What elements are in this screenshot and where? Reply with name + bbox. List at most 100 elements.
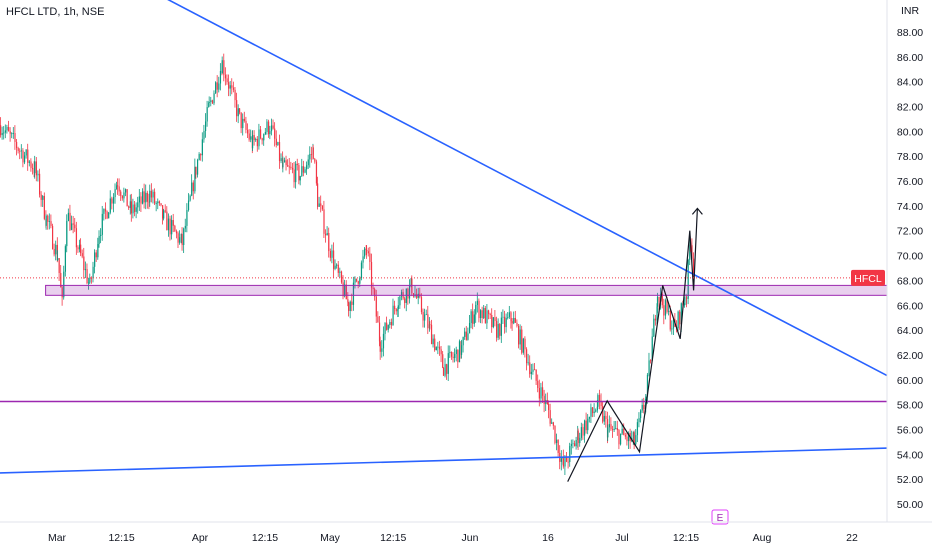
- candle-body: [354, 278, 356, 283]
- candle-body: [472, 311, 474, 324]
- candle-body: [291, 167, 294, 170]
- candle-body: [55, 244, 57, 255]
- candle-body: [298, 165, 300, 181]
- y-tick-label: 66.00: [897, 300, 923, 312]
- candle-body: [645, 396, 647, 405]
- candle-body: [473, 314, 475, 324]
- candle-body: [6, 126, 8, 131]
- candle-body: [543, 395, 545, 404]
- candle-body: [45, 215, 47, 226]
- candle-body: [195, 166, 197, 175]
- candle-body: [152, 191, 154, 198]
- candle-body: [293, 169, 295, 183]
- candle-body: [318, 203, 320, 207]
- candle-body: [633, 432, 635, 445]
- candle-body: [455, 349, 457, 354]
- candle-body: [280, 158, 282, 162]
- candle-body: [247, 129, 249, 134]
- candle-body: [60, 273, 62, 288]
- y-tick-label: 50.00: [897, 499, 923, 511]
- candle-body: [648, 360, 650, 375]
- candle-body: [242, 118, 244, 129]
- candle-body: [516, 322, 518, 326]
- candle-body: [689, 244, 691, 260]
- candle-body: [218, 83, 220, 90]
- candle-body: [382, 333, 385, 349]
- candle-body: [632, 432, 634, 438]
- x-tick-label: 22: [846, 532, 858, 544]
- candle-body: [486, 310, 488, 324]
- candle-body: [488, 310, 490, 314]
- candle-body: [146, 192, 149, 202]
- candle-body: [37, 173, 39, 176]
- candle-body: [228, 82, 230, 89]
- candle-body: [582, 427, 584, 436]
- candle-body: [554, 425, 556, 443]
- candle-body: [201, 139, 203, 156]
- candle-body: [95, 252, 97, 258]
- candle-body: [494, 317, 496, 322]
- candle-body: [542, 387, 544, 396]
- candlestick-series: [0, 53, 695, 475]
- candle-body: [669, 310, 671, 330]
- candle-body: [171, 220, 173, 235]
- candle-body: [446, 364, 448, 374]
- candle-body: [508, 312, 510, 318]
- candle-body: [577, 430, 579, 444]
- candle-body: [357, 281, 359, 284]
- candle-body: [243, 118, 245, 121]
- candle-body: [328, 232, 330, 252]
- candle-body: [370, 261, 373, 288]
- support-zone: [45, 284, 888, 296]
- candle-body: [229, 85, 231, 89]
- candle-body: [454, 353, 456, 358]
- x-tick-label: 12:15: [252, 532, 278, 544]
- candle-body: [179, 237, 181, 243]
- candle-body: [169, 218, 171, 235]
- candle-body: [513, 317, 515, 324]
- candle-body: [81, 253, 83, 257]
- candle-body: [116, 185, 119, 187]
- candle-body: [47, 215, 49, 222]
- candle-body: [427, 314, 429, 329]
- candle-body: [25, 149, 27, 156]
- candle-body: [79, 244, 81, 250]
- candle-body: [101, 213, 103, 235]
- candle-body: [158, 201, 161, 204]
- candle-body: [116, 185, 118, 190]
- candle-body: [245, 120, 247, 130]
- candle-body: [480, 310, 482, 319]
- candle-body: [39, 173, 41, 195]
- candle-body: [187, 200, 190, 211]
- candle-body: [283, 160, 286, 163]
- candle-body: [258, 129, 260, 147]
- candle-body: [356, 278, 358, 282]
- candle-body: [67, 212, 70, 222]
- y-tick-label: 64.00: [897, 325, 923, 337]
- candle-body: [34, 161, 36, 174]
- candle-body: [306, 165, 308, 170]
- candle-body: [526, 349, 528, 364]
- candle-body: [40, 194, 42, 200]
- candle-body: [345, 284, 347, 300]
- candle-body: [89, 277, 91, 283]
- candle-body: [69, 212, 71, 230]
- candle-body: [468, 323, 471, 334]
- candle-body: [71, 223, 73, 230]
- candle-body: [295, 163, 297, 183]
- candle-body: [666, 300, 668, 312]
- candle-body: [253, 135, 255, 141]
- candle-body: [524, 338, 526, 350]
- candle-body: [75, 228, 78, 248]
- candle-body: [57, 258, 59, 261]
- candle-body: [33, 169, 35, 174]
- candle-body: [613, 428, 615, 431]
- candle-body: [88, 282, 90, 284]
- candle-body: [206, 107, 208, 122]
- candle-body: [128, 206, 130, 208]
- candle-body: [216, 82, 218, 90]
- candle-body: [392, 305, 394, 326]
- y-axis-panel: [887, 0, 932, 550]
- candle-body: [593, 411, 595, 414]
